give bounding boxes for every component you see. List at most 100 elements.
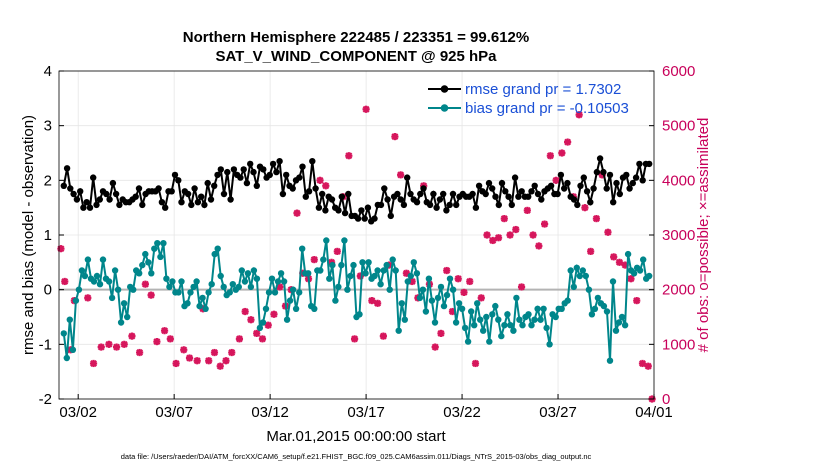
bias-point — [519, 322, 526, 329]
obs-marker — [153, 338, 161, 346]
bias-point — [247, 283, 255, 291]
rmse-point — [260, 166, 267, 173]
obs-marker — [483, 231, 491, 239]
obs-marker — [633, 297, 641, 305]
obs-marker — [517, 283, 526, 291]
bias-point — [582, 272, 589, 280]
bias-point — [410, 259, 417, 266]
rmse-point — [207, 196, 215, 203]
rmse-point — [603, 185, 610, 192]
bias-point — [60, 330, 67, 337]
rmse-point — [440, 190, 447, 198]
rmse-point — [217, 166, 224, 173]
obs-marker — [644, 362, 652, 370]
rmse-point — [443, 207, 450, 214]
bias-point — [501, 322, 508, 329]
obs-marker — [535, 242, 543, 250]
bias-point — [99, 256, 107, 263]
bias-point — [175, 289, 182, 296]
bias-point — [335, 283, 342, 291]
obs-marker — [61, 277, 69, 286]
rmse-point — [341, 209, 349, 217]
right-axis-ticks: 0 1000 2000 3000 4000 5000 6000 — [649, 63, 695, 408]
bias-point — [636, 267, 644, 274]
rmse-point — [112, 190, 120, 198]
right-tick-label: 1000 — [662, 336, 695, 353]
bias-point — [148, 270, 155, 277]
rmse-point — [547, 182, 555, 189]
rmse-point — [364, 204, 372, 211]
left-tick-label: -2 — [39, 391, 52, 408]
rmse-point — [70, 190, 77, 198]
bias-point — [609, 278, 617, 285]
rmse-point — [564, 179, 571, 187]
rmse-point — [171, 171, 179, 179]
bias-point — [455, 300, 463, 307]
rmse-point — [243, 179, 251, 187]
rmse-point — [590, 185, 597, 192]
bias-point — [332, 297, 339, 304]
rmse-point — [77, 188, 84, 195]
rmse-point — [309, 158, 316, 165]
bias-point — [477, 316, 484, 323]
obs-marker — [374, 299, 382, 307]
obs-marker — [523, 206, 531, 214]
bias-point — [344, 286, 351, 293]
rmse-point — [610, 199, 617, 206]
bias-point — [280, 278, 288, 285]
bias-point — [434, 294, 442, 302]
obs-marker — [581, 204, 589, 212]
obs-marker — [604, 228, 612, 236]
chart-title-line2: SAT_V_WIND_COMPONENT @ 925 hPa — [215, 48, 497, 65]
rmse-point — [407, 190, 414, 198]
bias-point — [504, 311, 511, 318]
obs-marker — [180, 346, 188, 354]
bias-point — [534, 305, 541, 312]
rmse-point — [557, 171, 565, 179]
bias-point — [528, 322, 535, 329]
rmse-point — [377, 201, 385, 209]
obs-marker — [293, 209, 301, 217]
rmse-point — [83, 199, 90, 206]
bias-point — [169, 278, 176, 285]
bias-point — [217, 272, 224, 280]
bias-point — [392, 267, 399, 274]
rmse-point — [528, 188, 535, 195]
footer-data-file: data file: /Users/raeder/DAI/ATM_forcXX/… — [121, 452, 592, 461]
bias-point — [268, 275, 276, 282]
bias-point — [265, 289, 273, 296]
bias-point — [262, 305, 270, 312]
x-axis-ticks: 03/02 03/07 03/12 03/17 03/22 03/27 04/01 — [59, 394, 673, 421]
rmse-point — [289, 185, 296, 192]
bias-point — [320, 256, 327, 263]
rmse-point — [583, 188, 591, 195]
bias-point — [594, 294, 602, 302]
bias-point — [139, 261, 146, 269]
bias-point — [84, 256, 92, 263]
obs-marker — [120, 340, 128, 348]
rmse-point — [472, 204, 480, 211]
bias-point — [546, 341, 553, 348]
rmse-point — [413, 199, 421, 206]
obs-marker — [431, 343, 439, 351]
bias-point — [338, 261, 345, 269]
rmse-point — [198, 193, 205, 200]
bias-point — [90, 278, 98, 285]
bias-point — [292, 305, 300, 312]
bias-point — [214, 245, 221, 252]
obs-marker — [345, 152, 353, 160]
bias-point — [449, 286, 457, 293]
rmse-point — [561, 185, 568, 192]
bias-point — [377, 281, 384, 288]
obs-marker — [97, 343, 105, 351]
obs-marker — [587, 247, 595, 255]
bias-point — [286, 297, 294, 304]
bias-point — [615, 319, 623, 326]
bias-point — [341, 237, 348, 244]
bias-point — [374, 267, 381, 274]
rmse-point — [230, 166, 238, 173]
x-axis-label: Mar.01,2015 00:00:00 start — [266, 428, 446, 445]
x-tick-label: 03/22 — [443, 404, 481, 421]
rmse-point — [338, 193, 345, 200]
bias-point — [612, 327, 620, 334]
